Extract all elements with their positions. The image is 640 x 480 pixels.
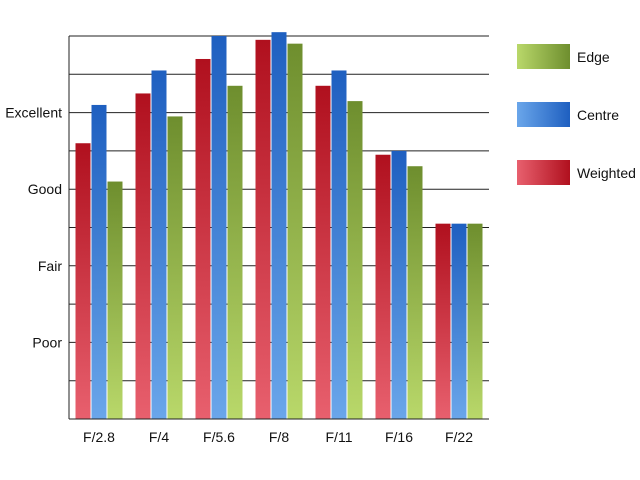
- x-tick-labels: F/2.8 F/4 F/5.6 F/8 F/11 F/16 F/22: [83, 429, 473, 445]
- bar-centre-1: [151, 70, 167, 419]
- bar-centre-4: [331, 70, 347, 419]
- legend-swatch-weighted: [517, 160, 570, 185]
- y-tick-label: Excellent: [5, 105, 62, 121]
- axes: [68, 36, 489, 420]
- bar-centre-3: [271, 32, 287, 420]
- bar-centre-6: [451, 223, 467, 419]
- bar-edge-5: [407, 166, 423, 419]
- x-tick-label: F/8: [269, 429, 289, 445]
- legend-label-centre: Centre: [577, 107, 619, 123]
- x-tick-label: F/11: [326, 429, 353, 445]
- bar-edge-0: [107, 181, 123, 419]
- bar-weighted-5: [375, 154, 391, 420]
- bar-edge-3: [287, 43, 303, 419]
- bar-weighted-6: [435, 223, 451, 419]
- bar-weighted-4: [315, 85, 331, 419]
- bar-centre-5: [391, 150, 407, 419]
- y-tick-label: Fair: [38, 258, 62, 274]
- legend-label-weighted: Weighted: [577, 165, 636, 181]
- bar-weighted-3: [255, 39, 271, 420]
- bar-weighted-2: [195, 58, 211, 419]
- bar-edge-6: [467, 223, 483, 419]
- legend-label-edge: Edge: [577, 49, 610, 65]
- legend: Edge Centre Weighted: [517, 44, 636, 185]
- x-tick-label: F/16: [385, 429, 413, 445]
- x-tick-label: F/2.8: [83, 429, 115, 445]
- x-tick-label: F/4: [149, 429, 169, 445]
- bar-centre-2: [211, 36, 227, 419]
- bar-weighted-1: [135, 93, 151, 419]
- bar-edge-2: [227, 85, 243, 419]
- x-tick-label: F/5.6: [203, 429, 235, 445]
- y-tick-label: Poor: [32, 334, 62, 350]
- y-tick-label: Good: [28, 181, 62, 197]
- bars: [75, 32, 483, 420]
- bar-edge-4: [347, 101, 363, 420]
- bar-edge-1: [167, 116, 183, 420]
- y-tick-labels: Poor Fair Good Excellent: [5, 105, 62, 351]
- bar-centre-0: [91, 104, 107, 419]
- bar-weighted-0: [75, 143, 91, 420]
- legend-swatch-edge: [517, 44, 570, 69]
- x-tick-label: F/22: [445, 429, 473, 445]
- legend-swatch-centre: [517, 102, 570, 127]
